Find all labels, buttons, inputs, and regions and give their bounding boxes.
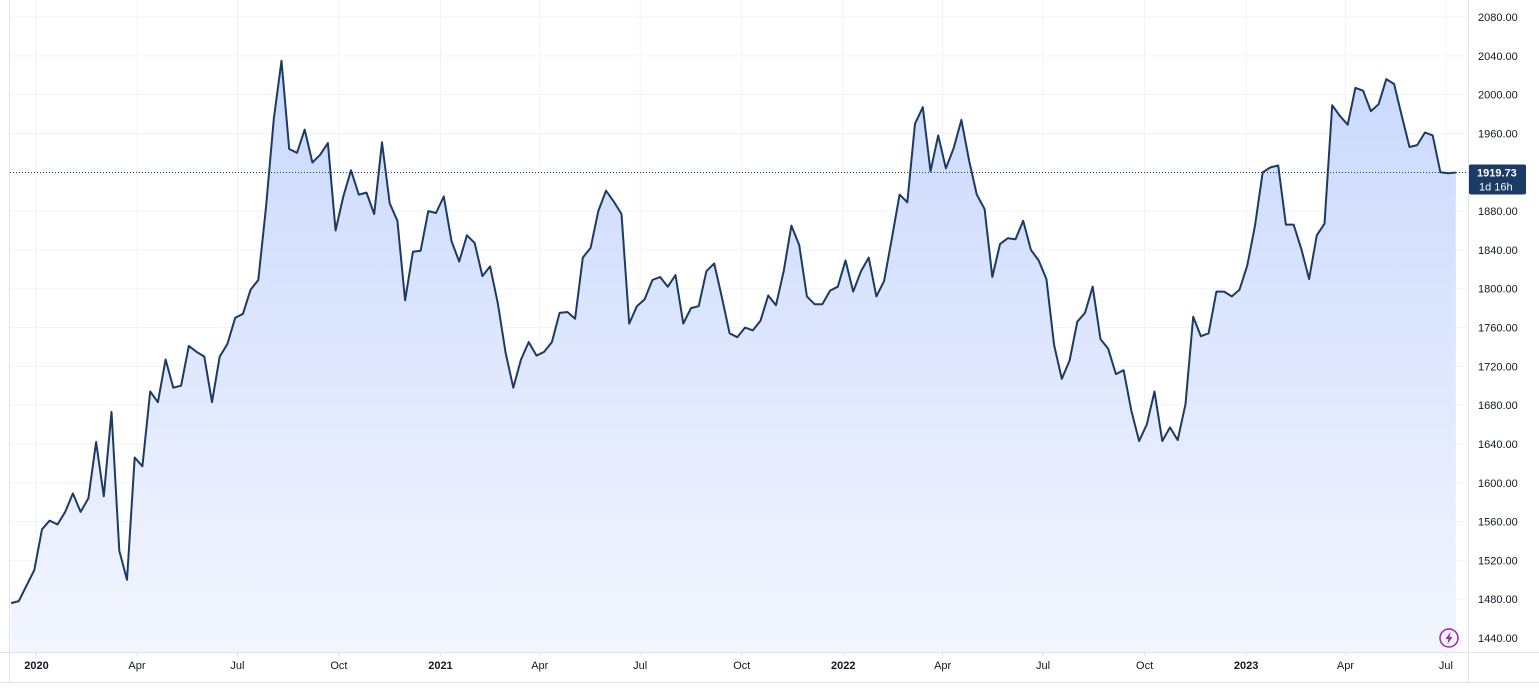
- x-tick-label: Apr: [531, 660, 548, 672]
- x-tick-label: 2020: [24, 660, 48, 672]
- y-tick-label: 1760.00: [1478, 323, 1518, 335]
- y-tick-label: 1520.00: [1478, 555, 1518, 567]
- y-tick-label: 2000.00: [1478, 90, 1518, 102]
- last-price-label: 1919.73 1d 16h: [1469, 164, 1526, 195]
- bar-countdown: 1d 16h: [1479, 182, 1513, 194]
- x-tick-label: Jul: [230, 660, 244, 672]
- x-tick-label: Jul: [1036, 660, 1050, 672]
- x-tick-label: 2022: [831, 660, 855, 672]
- y-tick-label: 1960.00: [1478, 128, 1518, 140]
- y-tick-label: 1480.00: [1478, 594, 1518, 606]
- last-price-value: 1919.73: [1477, 168, 1517, 180]
- x-tick-label: 2021: [428, 660, 452, 672]
- y-tick-label: 1560.00: [1478, 517, 1518, 529]
- y-axis-ticks: 1440.00 1480.00 1520.00 1560.00 1600.00 1640.…: [1478, 12, 1518, 645]
- y-tick-label: 2040.00: [1478, 51, 1518, 63]
- x-tick-label: Oct: [733, 660, 750, 672]
- lightning-icon[interactable]: [1439, 628, 1459, 648]
- x-tick-label: Jul: [1439, 660, 1453, 672]
- x-tick-label: Oct: [1136, 660, 1153, 672]
- x-tick-label: Jul: [633, 660, 647, 672]
- y-tick-label: 1720.00: [1478, 361, 1518, 373]
- x-tick-label: Apr: [1337, 660, 1354, 672]
- y-tick-label: 1440.00: [1478, 633, 1518, 645]
- y-tick-label: 1840.00: [1478, 245, 1518, 257]
- y-tick-label: 1600.00: [1478, 478, 1518, 490]
- x-tick-label: Apr: [128, 660, 145, 672]
- series-line: [10, 59, 1456, 605]
- y-tick-label: 1800.00: [1478, 284, 1518, 296]
- x-axis-ticks: 2020 Apr Jul Oct 2021 Apr Jul Oct 2022 Apr Jul Oct 2…: [24, 652, 1453, 672]
- x-tick-label: 2023: [1234, 660, 1258, 672]
- y-tick-label: 1680.00: [1478, 400, 1518, 412]
- y-tick-label: 2080.00: [1478, 12, 1518, 24]
- y-tick-label: 1640.00: [1478, 439, 1518, 451]
- last-price-label-bg: [1469, 164, 1526, 195]
- area-fill: [11, 60, 1456, 652]
- x-tick-label: Apr: [934, 660, 951, 672]
- x-tick-label: Oct: [330, 660, 347, 672]
- y-tick-label: 1880.00: [1478, 206, 1518, 218]
